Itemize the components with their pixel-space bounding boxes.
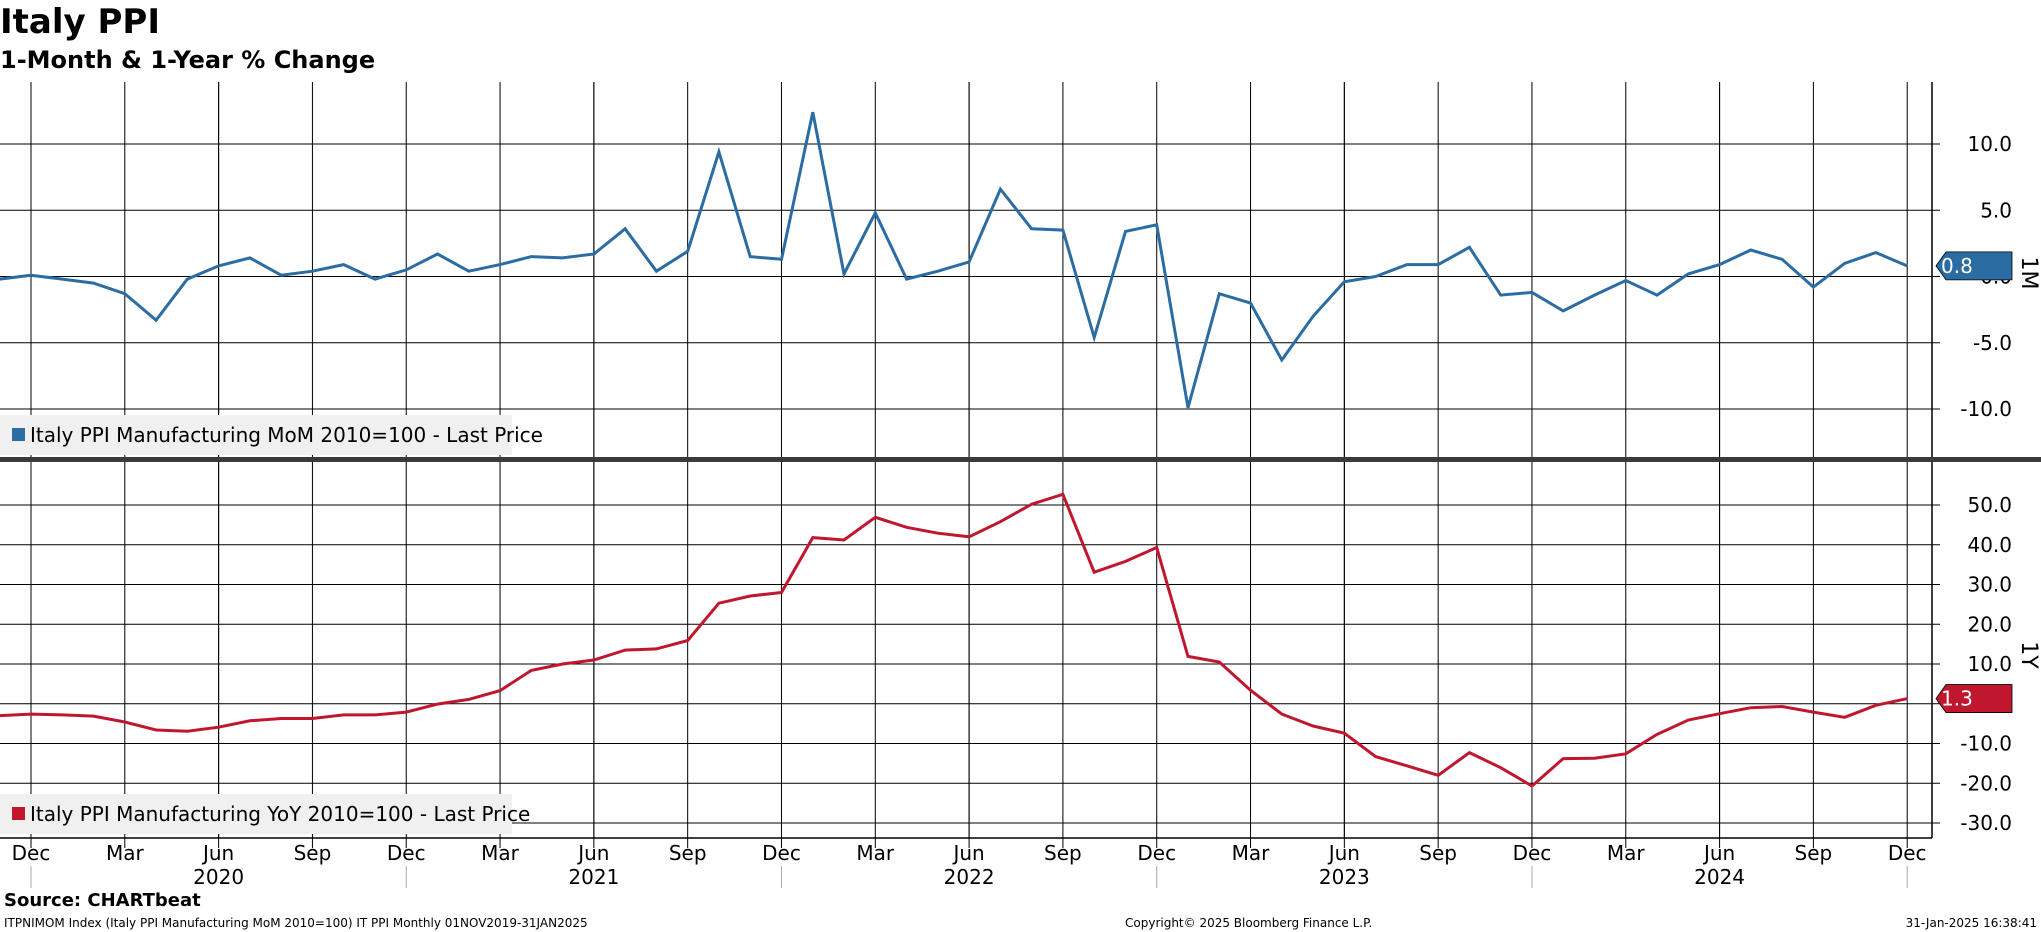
x-year-label: 2023 <box>1319 865 1370 889</box>
panel-label: 1Y <box>2016 641 2041 669</box>
grid-layer <box>0 82 1932 838</box>
y-tick-label: -30.0 <box>1960 811 2012 835</box>
source-label: Source: CHARTbeat <box>4 890 201 911</box>
copyright-text: Copyright© 2025 Bloomberg Finance L.P. <box>1125 916 1373 930</box>
x-tick-label: Mar <box>856 841 895 865</box>
x-tick-label: Mar <box>481 841 520 865</box>
x-tick-label: Sep <box>294 841 332 865</box>
x-tick-label: Dec <box>1137 841 1176 865</box>
x-tick-label: Jun <box>1327 841 1360 865</box>
legend-layer: Italy PPI Manufacturing MoM 2010=100 - L… <box>0 415 543 834</box>
last-value-tag <box>1935 251 2013 281</box>
last-value-label: 1.3 <box>1941 687 1973 711</box>
x-tick-label: Dec <box>1888 841 1927 865</box>
legend-swatch <box>12 807 25 820</box>
x-year-label: 2022 <box>944 865 995 889</box>
y-tick-label: 10.0 <box>1967 132 2012 156</box>
x-year-label: 2020 <box>193 865 244 889</box>
y-tick-label: -10.0 <box>1960 397 2012 421</box>
x-year-label: 2021 <box>568 865 619 889</box>
y-tick-label: -5.0 <box>1973 331 2012 355</box>
x-tick-label: Sep <box>1795 841 1833 865</box>
x-tick-label: Dec <box>1513 841 1552 865</box>
y-tick-label: -20.0 <box>1960 771 2012 795</box>
y-tick-label: 30.0 <box>1967 573 2012 597</box>
x-tick-label: Dec <box>12 841 51 865</box>
legend-swatch <box>12 428 25 441</box>
x-tick-label: Mar <box>1607 841 1646 865</box>
yoy-series-line <box>0 492 1908 788</box>
y-tick-label: 20.0 <box>1967 612 2012 636</box>
panel-label: 1M <box>2016 257 2041 290</box>
ticker-description: ITPNIMOM Index (Italy PPI Manufacturing … <box>4 916 588 930</box>
panel-divider <box>0 457 2041 462</box>
x-tick-label: Dec <box>762 841 801 865</box>
x-tick-label: Jun <box>1702 841 1735 865</box>
mom-series-line <box>0 111 1908 409</box>
axis-layer: -10.0-5.00.05.010.00.81M-30.0-20.0-10.00… <box>0 82 2041 889</box>
y-tick-label: 5.0 <box>1980 198 2012 222</box>
series-layer <box>0 111 1908 788</box>
x-tick-label: Dec <box>387 841 426 865</box>
legend-box <box>0 415 512 455</box>
x-tick-label: Jun <box>951 841 984 865</box>
y-tick-label: 50.0 <box>1967 493 2012 517</box>
legend-label: Italy PPI Manufacturing MoM 2010=100 - L… <box>30 423 543 447</box>
x-tick-label: Sep <box>1419 841 1457 865</box>
y-tick-label: 10.0 <box>1967 652 2012 676</box>
page-subtitle: 1-Month & 1-Year % Change <box>0 46 376 74</box>
x-tick-label: Sep <box>669 841 707 865</box>
timestamp-text: 31-Jan-2025 16:38:41 <box>1905 916 2037 930</box>
legend-label: Italy PPI Manufacturing YoY 2010=100 - L… <box>30 802 530 826</box>
x-tick-label: Mar <box>1232 841 1271 865</box>
x-tick-label: Sep <box>1044 841 1082 865</box>
y-tick-label: -10.0 <box>1960 732 2012 756</box>
legend-box <box>0 794 512 834</box>
y-tick-label: 40.0 <box>1967 533 2012 557</box>
page-title: Italy PPI <box>0 2 160 42</box>
x-tick-label: Mar <box>106 841 145 865</box>
last-value-label: 0.8 <box>1941 254 1973 278</box>
last-value-tag <box>1935 684 2013 713</box>
x-tick-label: Jun <box>201 841 234 865</box>
x-tick-label: Jun <box>576 841 609 865</box>
x-year-label: 2024 <box>1694 865 1745 889</box>
